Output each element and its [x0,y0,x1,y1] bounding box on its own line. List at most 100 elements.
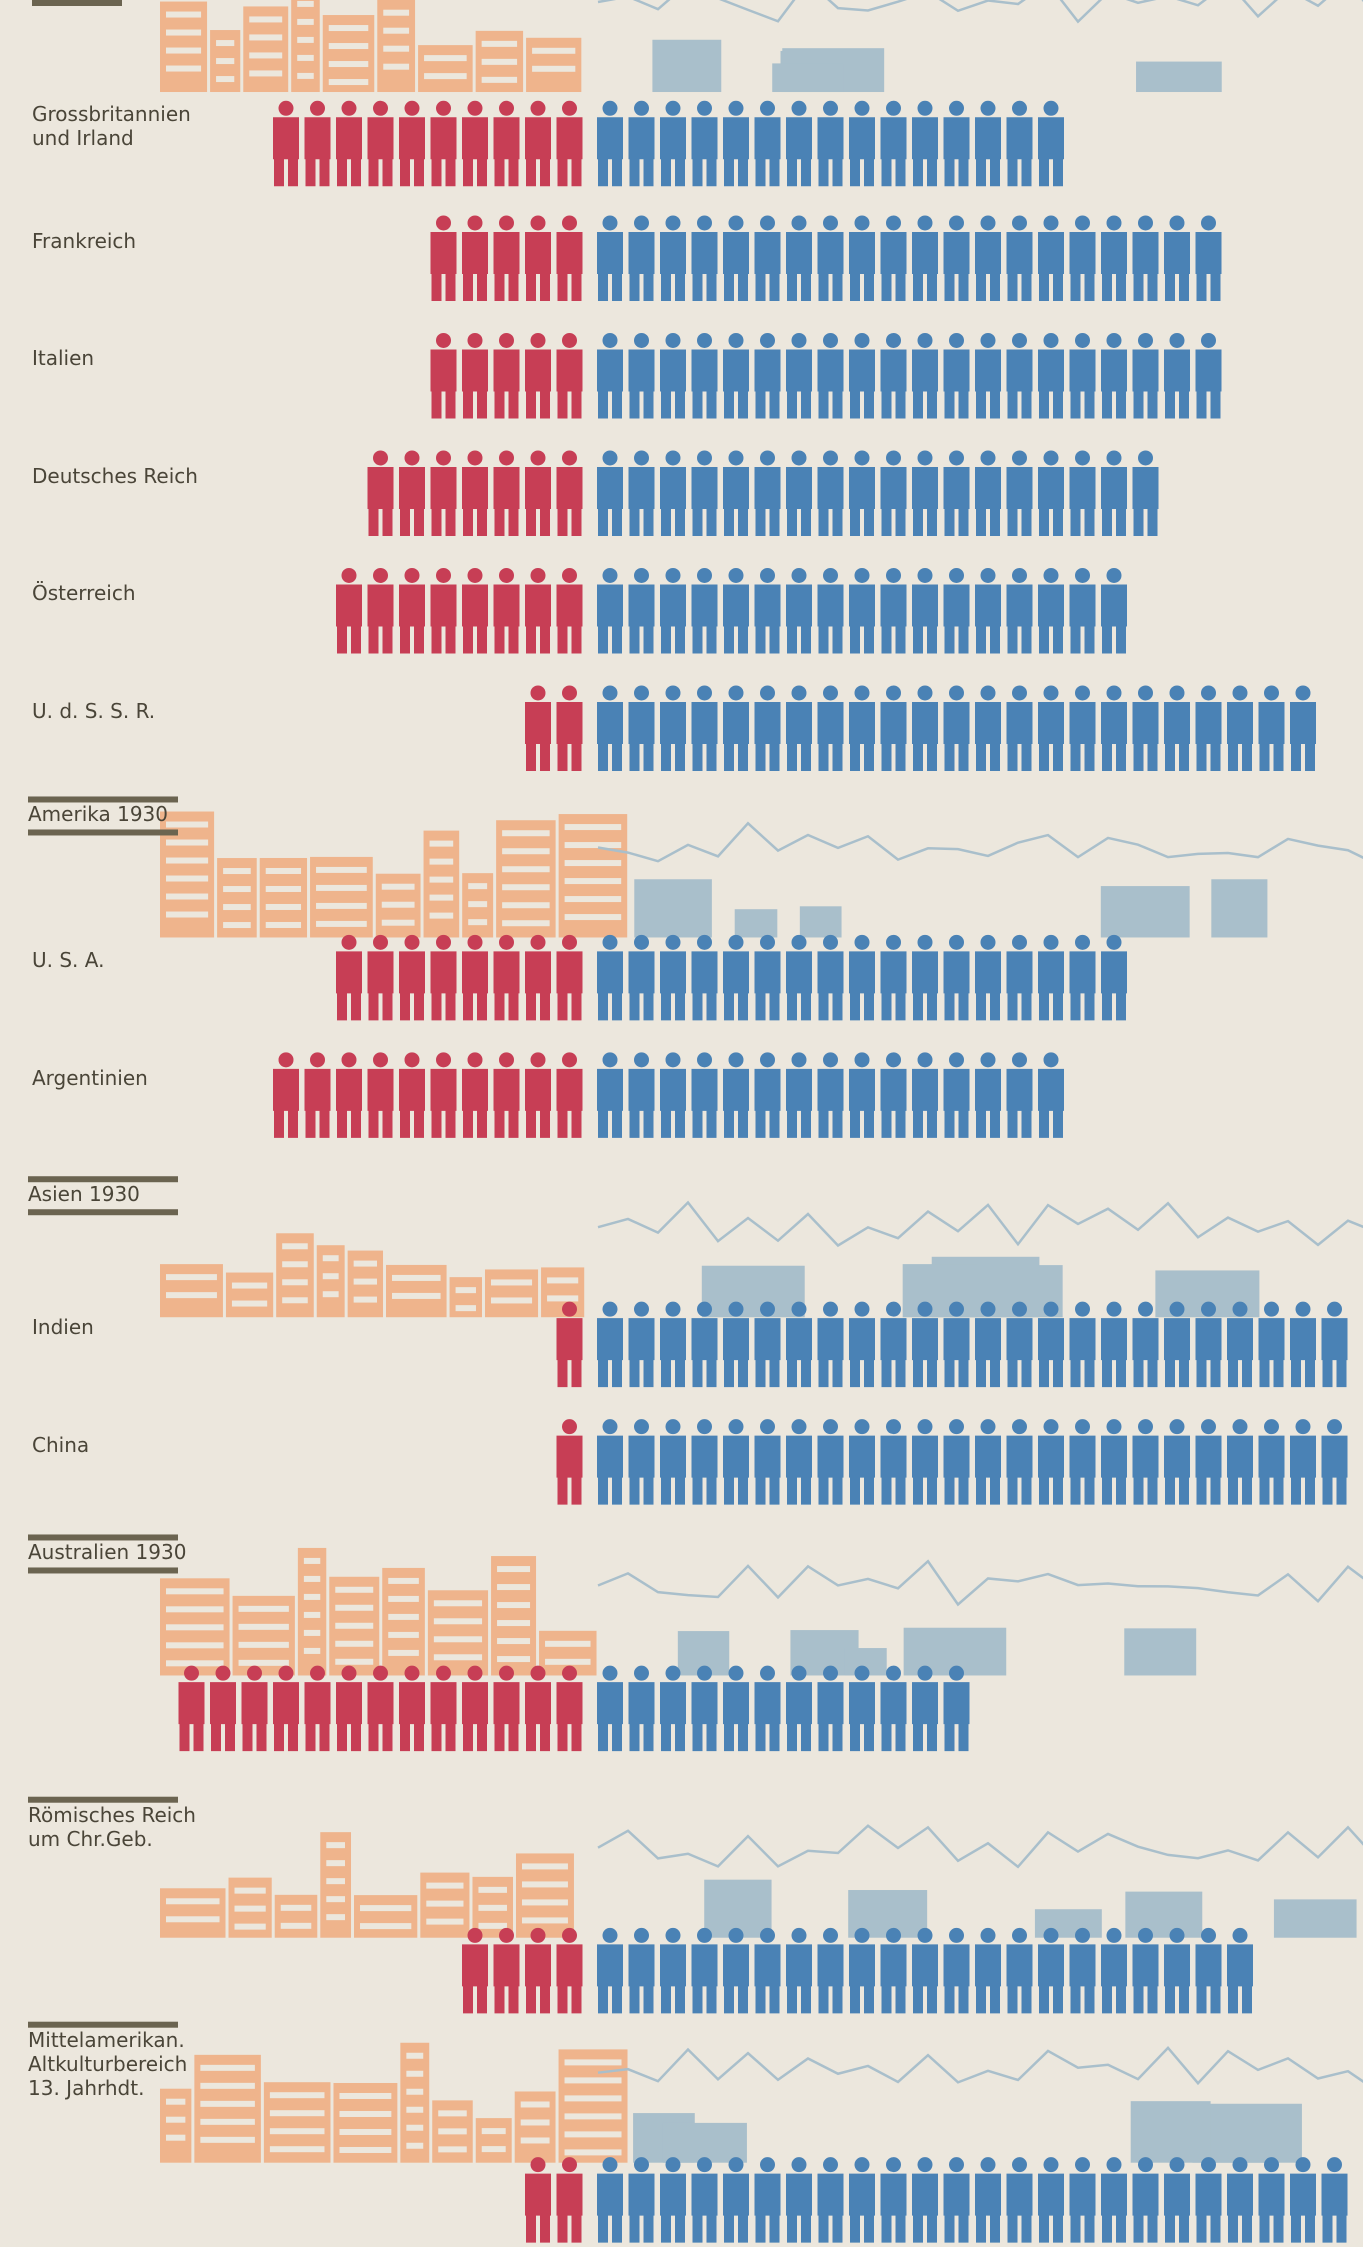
window [326,1896,346,1903]
window [424,55,467,62]
figure-body [597,1435,623,1505]
city-figures [462,1927,583,2014]
figure-body [912,231,938,301]
figure-head [917,2157,933,2173]
figure-head [1138,2157,1153,2173]
figure-head [886,934,901,950]
window [564,842,622,849]
figure-body [691,117,718,187]
window [322,1291,339,1298]
figure-body [1069,2173,1096,2243]
figure-body [849,466,875,536]
row-label: Deutsches Reich [32,463,198,488]
figure-head [917,934,933,950]
figure-head [697,100,712,116]
figure-body [1195,1435,1222,1505]
window [383,63,410,70]
figure-head [760,1052,775,1068]
figure-head [436,1665,451,1681]
figure-body [367,1682,394,1752]
figure-head [602,1052,618,1068]
figure-body [975,117,1001,187]
window [433,1654,483,1661]
window [455,1287,476,1294]
figure-head [1201,332,1216,348]
header-bar [28,1796,178,1803]
figure-body [660,951,686,1021]
window [383,45,410,52]
header-bar [28,1209,178,1216]
figure-head [1201,215,1216,231]
figure-body [597,466,623,536]
figure-head [1106,215,1122,231]
country-figures [597,450,1159,536]
figure-body [1227,701,1253,771]
window [532,65,576,72]
window [249,16,283,23]
figure-head [697,1052,712,1068]
figure-head [499,1927,514,1943]
figure-body [880,1318,907,1388]
city-figures [525,685,583,771]
figure-body [1069,349,1096,419]
figure-head [980,1419,996,1435]
figure-body [1069,584,1096,654]
figure-body [1164,2173,1190,2243]
figure-body [1321,1435,1348,1505]
figure-body [493,951,520,1021]
figure-head [602,1927,618,1943]
figure-body [1006,2173,1033,2243]
figure-head [530,100,546,116]
figure-body [786,466,812,536]
window [339,2092,392,2099]
window [326,1860,346,1867]
figure-body [786,1318,812,1388]
window [468,919,488,926]
figure-body [556,701,583,771]
window [297,36,314,43]
figure-head [949,450,964,466]
figure-body [660,349,686,419]
window [564,878,622,885]
farm-building [1273,1899,1357,1938]
figure-head [404,934,420,950]
window [280,1922,312,1929]
farm-building [701,1265,805,1318]
figure-body [849,2173,875,2243]
figure-head [854,934,870,950]
figure-body [628,117,655,187]
figure-body [660,466,686,536]
window [282,1297,308,1304]
figure-head [530,685,546,701]
figure-head [823,450,838,466]
city-figures [556,1301,583,1388]
figure-body [1132,349,1159,419]
window [297,18,314,25]
figure-body [1195,1318,1222,1388]
window [353,1278,378,1285]
window [200,2100,255,2107]
figure-body [723,951,749,1021]
figure-body [880,584,907,654]
window [216,76,235,83]
figure-body [660,1068,686,1138]
section-title: Amerika 1930 [28,802,168,827]
country-figures [597,1052,1064,1138]
window [353,1260,378,1267]
figure-head [917,1052,933,1068]
figure-head [886,1419,901,1435]
country-figures [597,100,1064,187]
figure-body [1006,1944,1033,2014]
figure-head [823,934,838,950]
country-figures [597,215,1222,301]
figure-body [1258,1435,1285,1505]
figure-head [341,567,357,583]
figure-head [665,450,681,466]
window [166,1292,217,1299]
window [223,922,251,929]
figure-body [1290,1318,1316,1388]
window [388,1649,419,1656]
figure-body [1101,2173,1127,2243]
figure-body [304,1682,331,1752]
figure-head [886,215,901,231]
